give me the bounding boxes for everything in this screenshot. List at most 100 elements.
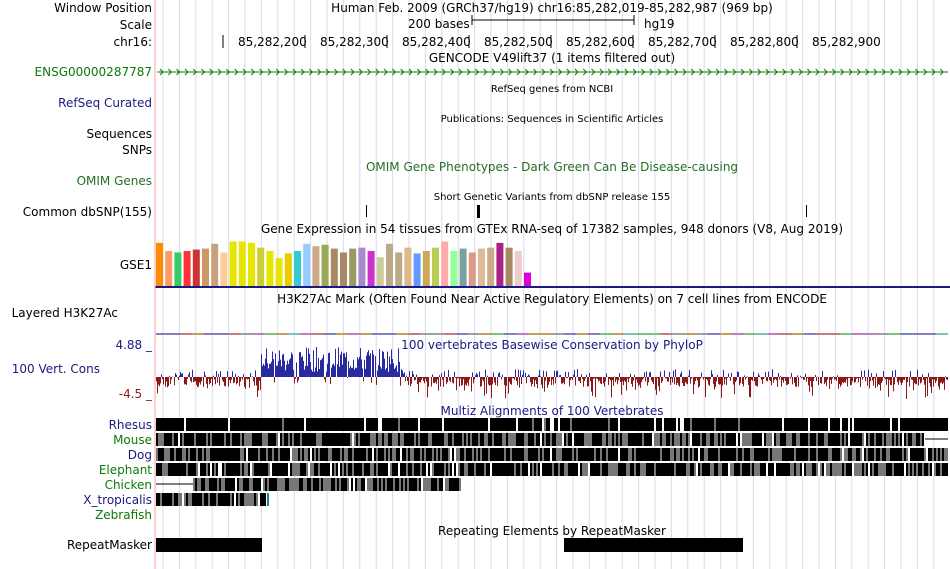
phylop-max-label: 4.88 _	[115, 338, 152, 352]
dbsnp-track-label[interactable]: Common dbSNP(155)	[22, 205, 152, 219]
elephant-alignment	[690, 463, 692, 476]
phylop-neg-bar	[363, 377, 364, 382]
dog-alignment	[270, 448, 272, 461]
elephant-alignment	[454, 463, 456, 476]
chicken-alignment	[403, 478, 405, 491]
elephant-alignment	[778, 463, 780, 476]
h3k27ac-track-label[interactable]: Layered H3K27Ac	[11, 306, 118, 320]
chicken-alignment	[235, 478, 237, 491]
refseq-track-label[interactable]: RefSeq Curated	[58, 96, 152, 110]
phylop-neg-bar	[839, 377, 840, 385]
phylop-pos-bar	[945, 376, 946, 377]
phylop-neg-bar	[552, 377, 553, 380]
h3k27ac-segment	[732, 333, 744, 335]
phylop-neg-bar	[214, 377, 215, 380]
rhesus-alignment	[876, 418, 878, 431]
h3k27ac-signal[interactable]	[156, 333, 948, 335]
gtex-expression-bars[interactable]	[156, 241, 531, 287]
phylop-neg-bar	[721, 377, 722, 398]
chicken-alignment	[413, 478, 415, 491]
dog-alignment	[608, 448, 610, 461]
mouse-alignment	[788, 433, 790, 446]
species-elephant[interactable]: Elephant	[98, 463, 152, 477]
dog-alignment	[552, 448, 554, 461]
species-rhesus[interactable]: Rhesus	[108, 418, 152, 432]
phylop-neg-bar	[494, 377, 495, 383]
dog-alignment	[640, 448, 642, 461]
mouse-alignment	[316, 433, 318, 446]
species-chicken[interactable]: Chicken	[104, 478, 152, 492]
phylop-neg-bar	[208, 377, 209, 379]
elephant-alignment	[412, 463, 414, 476]
gtex-tissue-bar	[284, 253, 292, 287]
gtex-tissue-bar	[211, 243, 219, 287]
rhesus-alignment	[264, 418, 266, 431]
elephant-alignment	[732, 463, 734, 476]
dog-alignment	[268, 448, 270, 461]
phylop-pos-bar	[689, 370, 690, 377]
elephant-alignment	[504, 463, 506, 476]
rhesus-alignment	[908, 418, 910, 431]
species-dog[interactable]: Dog	[127, 448, 152, 462]
gtex-track-label[interactable]: GSE1	[119, 258, 152, 272]
phylop-neg-bar	[184, 377, 185, 385]
phylop-pos-bar	[292, 354, 293, 377]
sequences-track-label[interactable]: Sequences	[86, 127, 152, 141]
repeatmasker-track-label[interactable]: RepeatMasker	[66, 538, 152, 552]
elephant-alignment	[390, 463, 392, 476]
species-mouse[interactable]: Mouse	[113, 433, 152, 447]
gtex-tissue-bar	[312, 246, 320, 287]
species-zebrafish[interactable]: Zebrafish	[95, 508, 152, 522]
rhesus-alignment	[792, 418, 794, 431]
multiz-alignment-blocks[interactable]	[156, 418, 948, 506]
elephant-alignment	[782, 463, 784, 476]
chicken-alignment	[269, 478, 271, 491]
dog-alignment	[262, 448, 264, 461]
elephant-alignment	[786, 463, 788, 476]
mouse-alignment	[424, 433, 426, 446]
dog-alignment	[716, 448, 718, 461]
omim-track-label[interactable]: OMIM Genes	[76, 174, 152, 188]
dog-alignment	[916, 448, 918, 461]
rhesus-alignment	[494, 418, 496, 431]
gencode-gene-track[interactable]	[157, 68, 948, 76]
phylop-neg-bar	[849, 377, 850, 378]
dbsnp-track[interactable]	[366, 205, 807, 218]
phylop-pos-bar	[304, 369, 305, 377]
mouse-alignment	[616, 433, 618, 446]
elephant-alignment	[254, 463, 256, 476]
rhesus-alignment	[934, 418, 936, 431]
phylop-neg-bar	[422, 377, 423, 378]
phylop-neg-bar	[156, 377, 157, 382]
mouse-alignment	[578, 433, 580, 446]
phylop-pos-bar	[311, 369, 312, 377]
phylop-neg-bar	[239, 377, 240, 387]
mouse-alignment	[534, 433, 536, 446]
phylop-conservation-wiggle[interactable]	[156, 347, 948, 399]
repeatmasker-blocks[interactable]	[156, 538, 743, 552]
mouse-alignment	[568, 433, 570, 446]
phylop-pos-bar	[252, 376, 253, 377]
dog-alignment	[736, 448, 738, 461]
species-x-tropicalis[interactable]: X_tropicalis	[83, 493, 152, 507]
snps-track-label[interactable]: SNPs	[122, 143, 152, 157]
phylop-neg-bar	[166, 377, 167, 382]
elephant-alignment	[686, 463, 688, 476]
h3k27ac-segment	[816, 333, 828, 335]
gencode-item-label[interactable]: ENSG00000287787	[34, 65, 152, 79]
dog-alignment	[610, 448, 612, 461]
strand-chevron	[184, 68, 189, 76]
rhesus-alignment	[790, 418, 792, 431]
mouse-alignment	[818, 433, 820, 446]
elephant-alignment	[266, 463, 268, 476]
elephant-alignment	[642, 463, 644, 476]
elephant-alignment	[204, 463, 206, 476]
phylop-track-label[interactable]: 100 Vert. Cons	[11, 362, 100, 376]
phylop-neg-bar	[467, 377, 468, 383]
mouse-alignment	[904, 433, 906, 446]
mouse-alignment	[212, 433, 214, 446]
gtex-tissue-bar	[386, 243, 393, 287]
strand-chevron	[890, 68, 895, 76]
gencode-track-title[interactable]: GENCODE V49lift37 (1 items filtered out)	[428, 51, 676, 65]
